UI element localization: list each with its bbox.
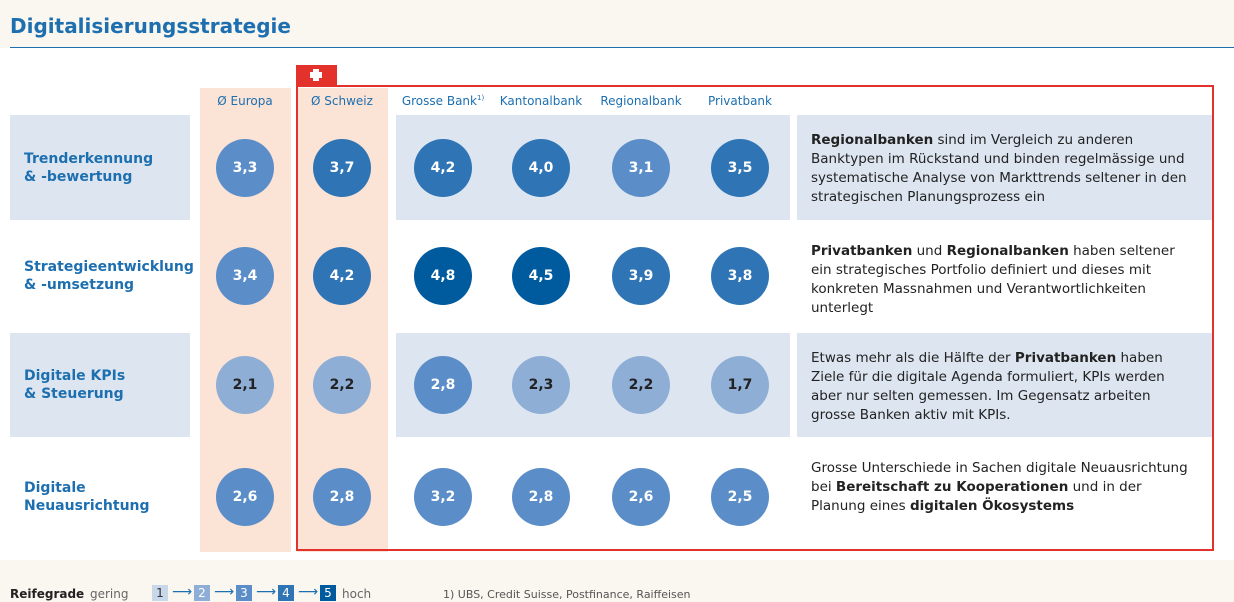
score-circle: 4,0 <box>512 138 570 197</box>
legend-box: 4 <box>278 585 294 601</box>
comment-text: und in der Planung eines <box>811 479 1142 514</box>
label-line: Strategieentwicklung <box>24 259 194 275</box>
legend-arrow: ⟶ <box>256 584 277 600</box>
legend-arrow: ⟶ <box>214 584 235 600</box>
highlight-box <box>296 85 1214 551</box>
comment: Grosse Unterschiede in Sachen digitale N… <box>811 459 1196 516</box>
legend-title: Reifegrade <box>10 587 85 601</box>
rule <box>10 47 1234 48</box>
legend-arrow: ⟶ <box>172 584 193 600</box>
score-circle: 3,3 <box>216 138 274 197</box>
header-text: Regionalbank <box>600 94 682 108</box>
score-circle: 3,2 <box>414 467 472 526</box>
legend-box: 3 <box>236 585 252 601</box>
column-header: Grosse Bank1) <box>393 94 493 108</box>
score-circle: 3,7 <box>313 138 371 197</box>
score-circle: 1,7 <box>711 356 769 414</box>
score-circle: 2,2 <box>313 356 371 414</box>
row-bg <box>797 115 1212 220</box>
label-line: & -bewertung <box>24 168 133 185</box>
header-text: Ø Europa <box>217 94 273 108</box>
score-circle: 4,5 <box>512 247 570 305</box>
row-label: Trenderkennung & -bewertung <box>24 150 153 186</box>
score-circle: 2,6 <box>612 467 670 526</box>
comment-text: Privatbanken <box>811 243 913 259</box>
label-line: Digitale <box>24 479 86 496</box>
score-circle: 3,5 <box>711 138 769 197</box>
comment: Etwas mehr als die Hälfte der Privatbank… <box>811 349 1196 425</box>
score-circle: 4,8 <box>414 247 472 305</box>
score-circle: 2,6 <box>216 467 274 526</box>
comment: Privatbanken und Regionalbanken haben se… <box>811 242 1196 318</box>
label-line: Digitale KPIs <box>24 368 126 384</box>
header-text: Ø Schweiz <box>311 94 373 108</box>
comment-text: Privatbanken <box>1014 350 1117 366</box>
label-line: & Steuerung <box>24 386 124 402</box>
footnote-mark: 1) <box>476 94 485 102</box>
label-line: Neuausrichtung <box>24 497 150 514</box>
row-label: Digitale KPIs & Steuerung <box>24 367 125 403</box>
header-text: Privatbank <box>708 94 772 108</box>
swiss-flag <box>296 65 337 85</box>
row-bg <box>10 115 190 220</box>
comment-text: haben Ziele für die digitale Agenda form… <box>811 350 1165 423</box>
score-circle: 2,2 <box>612 356 670 414</box>
footnote: 1) UBS, Credit Suisse, Postfinance, Raif… <box>443 588 691 601</box>
comment-text: Bereitschaft zu Kooperationen <box>835 479 1069 495</box>
row-bg <box>10 333 190 437</box>
score-circle: 3,1 <box>612 138 670 197</box>
comment-text: digitalen Ökosystems <box>909 498 1075 514</box>
comment-text: sind im Vergleich zu anderen Banktypen i… <box>811 132 1187 205</box>
score-circle: 4,2 <box>313 247 371 305</box>
column-header: Regionalbank <box>591 94 691 108</box>
row-label: Digitale Neuausrichtung <box>24 479 150 515</box>
score-circle: 3,4 <box>216 247 274 305</box>
row-bg <box>797 333 1212 437</box>
score-circle: 2,8 <box>512 467 570 526</box>
column-header: Ø Schweiz <box>292 94 392 108</box>
comment-text: Regionalbanken <box>811 132 934 148</box>
score-circle: 2,8 <box>414 356 472 414</box>
column-header: Kantonalbank <box>491 94 591 108</box>
legend-high: hoch <box>342 587 372 601</box>
title: Digitalisierungsstrategie <box>10 14 291 38</box>
column-header: Ø Europa <box>195 94 295 108</box>
column-header: Privatbank <box>690 94 790 108</box>
comment-text: Regionalbanken <box>946 243 1069 259</box>
legend-box: 1 <box>152 585 168 601</box>
comment: Regionalbanken sind im Vergleich zu ande… <box>811 131 1196 207</box>
label-line: & -umsetzung <box>24 277 135 293</box>
score-circle: 2,1 <box>216 356 274 414</box>
comment-text: und <box>912 243 947 259</box>
comment-text: haben seltener ein strategisches Portfol… <box>811 243 1175 316</box>
comment-text: Etwas mehr als die Hälfte der <box>811 350 1015 366</box>
legend-arrow: ⟶ <box>298 584 319 600</box>
legend-box: 2 <box>194 585 210 601</box>
header-text: Kantonalbank <box>499 94 583 108</box>
score-circle: 3,8 <box>711 247 769 305</box>
score-circle: 4,2 <box>414 138 472 197</box>
score-circle: 2,8 <box>313 467 371 526</box>
score-circle: 3,9 <box>612 247 670 305</box>
score-circle: 2,3 <box>512 356 570 414</box>
legend-low: gering <box>90 587 129 601</box>
score-circle: 2,5 <box>711 467 769 526</box>
label-line: Trenderkennung <box>24 150 154 167</box>
comment-text: Grosse Unterschiede in Sachen digitale N… <box>811 460 1188 495</box>
header-text: Grosse Bank <box>401 94 477 108</box>
row-label: Strategieentwicklung & -umsetzung <box>24 258 194 294</box>
legend-box: 5 <box>320 585 336 601</box>
